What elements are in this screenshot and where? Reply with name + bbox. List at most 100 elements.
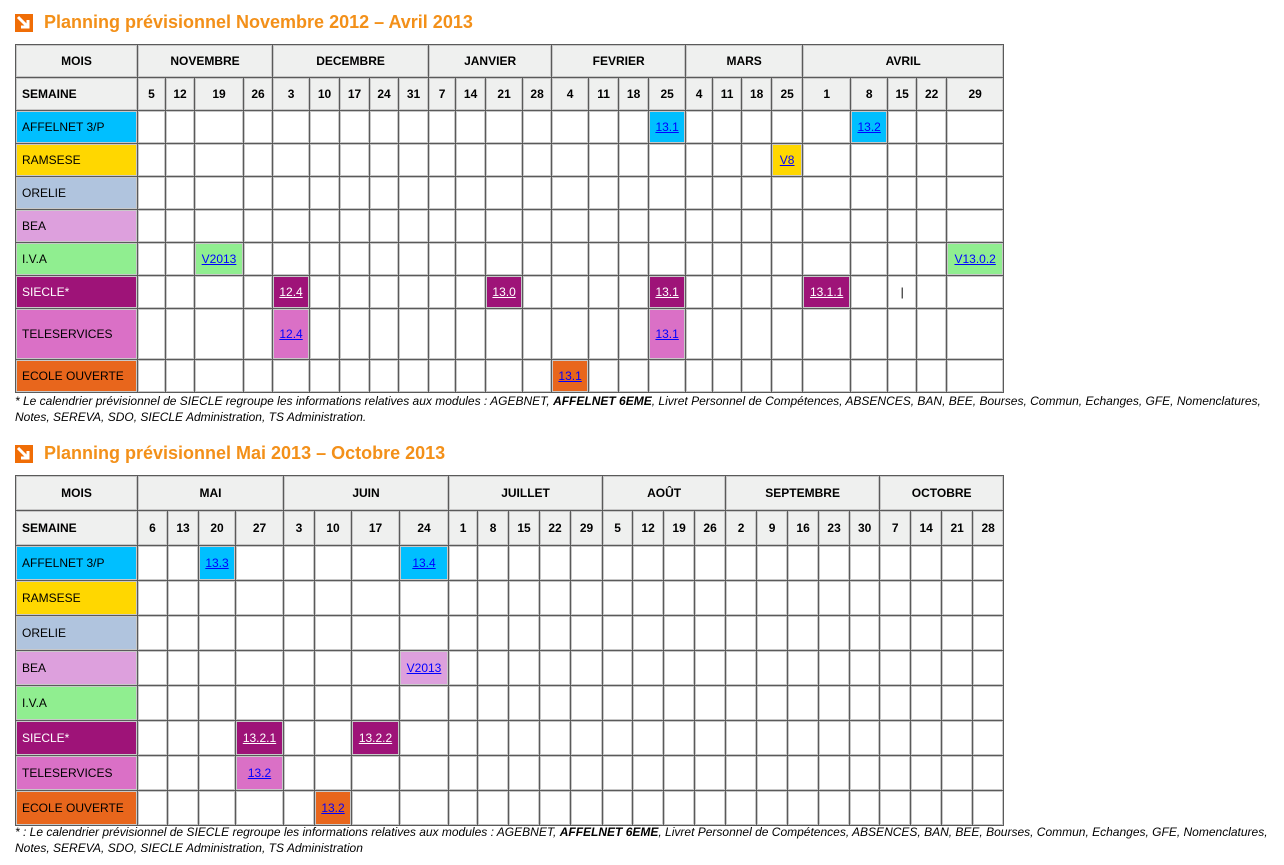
week-cell <box>648 359 687 393</box>
week-cell <box>351 685 400 721</box>
week-cell <box>167 650 199 686</box>
week-cell <box>369 143 400 177</box>
version-link[interactable]: 13.2.2 <box>358 731 393 745</box>
version-link[interactable]: 13.2 <box>247 766 272 780</box>
table-row: TELESERVICES 13.2 <box>15 755 1005 791</box>
week-cell <box>508 720 541 756</box>
week-cell <box>725 615 758 651</box>
version-link[interactable]: 13.2 <box>857 120 881 134</box>
week-cell <box>428 275 457 309</box>
version-link[interactable]: 13.1 <box>655 285 679 299</box>
week-cell <box>663 580 696 616</box>
week-cell <box>712 359 743 393</box>
version-link[interactable]: V2013 <box>406 661 442 675</box>
week-cell <box>694 755 727 791</box>
week-cell <box>802 308 852 360</box>
week-cell <box>309 110 341 144</box>
version-link[interactable]: 13.1 <box>558 369 582 383</box>
week-cell <box>235 545 284 581</box>
version-link[interactable]: 13.4 <box>412 556 436 570</box>
version-link[interactable]: 13.1 <box>655 120 679 134</box>
week-cell <box>522 308 553 360</box>
week-cell <box>508 755 541 791</box>
week-cell: 13.2 <box>850 110 889 144</box>
week-cell <box>787 685 820 721</box>
version-link[interactable]: V8 <box>779 153 795 167</box>
week-cell <box>648 143 687 177</box>
semaine-header: SEMAINE <box>15 510 138 546</box>
week-cell <box>283 790 315 826</box>
version-link[interactable]: 13.2.1 <box>242 731 277 745</box>
version-link[interactable]: 13.3 <box>205 556 229 570</box>
week-cell <box>850 242 889 276</box>
week-cell <box>741 209 773 243</box>
version-link[interactable]: 12.4 <box>279 285 303 299</box>
week-cell <box>694 790 727 826</box>
week-header: 15 <box>887 77 918 111</box>
version-link[interactable]: 13.2 <box>321 801 345 815</box>
version-link[interactable]: 13.0 <box>492 285 516 299</box>
week-header: 3 <box>272 77 311 111</box>
version-link[interactable]: V2013 <box>201 252 237 266</box>
week-cell <box>314 720 352 756</box>
week-header: 10 <box>309 77 341 111</box>
week-cell <box>539 720 572 756</box>
week-cell: V2013 <box>398 650 450 686</box>
week-cell <box>539 650 572 686</box>
week-cell <box>167 685 199 721</box>
week-cell <box>551 308 590 360</box>
week-cell <box>818 790 851 826</box>
week-cell <box>137 308 166 360</box>
table-row: SIECLE* 12.4 13.0 13.1 13.1.1 | <box>15 275 1005 309</box>
week-cell <box>551 275 590 309</box>
month-header: MARS <box>685 44 804 78</box>
section-title-2: Planning prévisionnel Mai 2013 – Octobre… <box>15 443 445 464</box>
week-cell <box>941 720 974 756</box>
week-cell <box>398 275 430 309</box>
week-cell <box>787 545 820 581</box>
week-cell <box>137 580 168 616</box>
week-cell <box>137 110 166 144</box>
week-cell <box>539 580 572 616</box>
week-cell <box>741 143 773 177</box>
week-cell <box>242 308 274 360</box>
week-cell <box>972 685 1005 721</box>
week-cell <box>887 242 918 276</box>
version-link[interactable]: 12.4 <box>279 327 303 341</box>
week-cell <box>570 650 604 686</box>
week-cell <box>756 755 789 791</box>
week-cell <box>741 242 773 276</box>
version-link[interactable]: 13.1.1 <box>809 285 844 299</box>
week-cell <box>165 275 195 309</box>
week-cell <box>946 143 1005 177</box>
week-cell <box>887 143 918 177</box>
week-cell <box>602 615 634 651</box>
week-cell <box>685 242 714 276</box>
month-header: JANVIER <box>428 44 553 78</box>
week-cell <box>850 359 889 393</box>
week-cell <box>802 176 852 210</box>
week-cell <box>539 755 572 791</box>
week-cell <box>428 176 457 210</box>
week-cell <box>741 308 773 360</box>
cell-text: | <box>900 285 904 299</box>
week-cell <box>194 143 244 177</box>
week-cell <box>694 650 727 686</box>
week-cell <box>242 110 274 144</box>
week-cell <box>588 242 620 276</box>
week-cell: 13.2 <box>314 790 352 826</box>
week-cell <box>570 755 604 791</box>
table-row: RAMSESE <box>15 580 1005 616</box>
week-cell <box>972 720 1005 756</box>
week-cell <box>235 685 284 721</box>
week-cell <box>941 615 974 651</box>
week-header: 27 <box>235 510 284 546</box>
week-cell <box>602 580 634 616</box>
week-cell <box>941 650 974 686</box>
week-cell <box>618 275 650 309</box>
week-cell: | <box>887 275 918 309</box>
version-link[interactable]: 13.1 <box>655 327 679 341</box>
version-link[interactable]: V13.0.2 <box>954 252 996 266</box>
week-cell <box>602 650 634 686</box>
week-cell <box>137 615 168 651</box>
